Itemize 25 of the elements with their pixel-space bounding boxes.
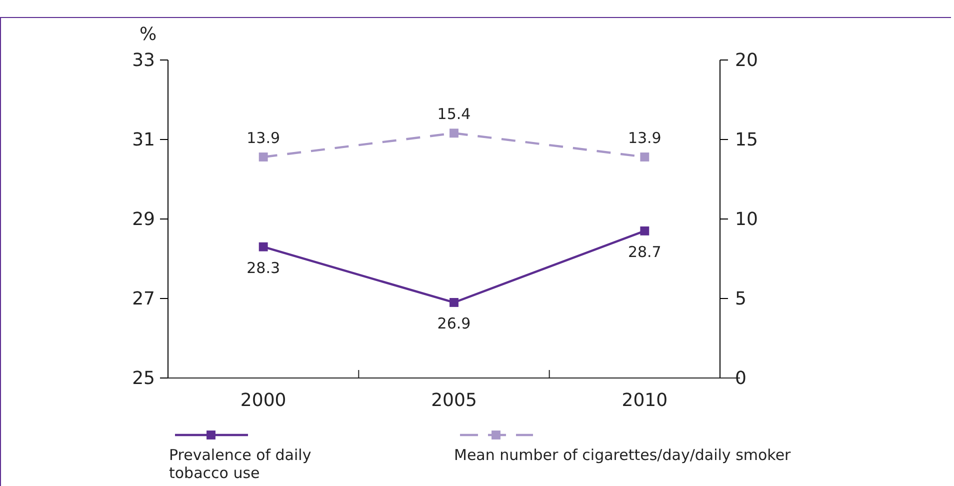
data-label: 13.9 [628, 128, 662, 147]
y2-tick-label: 20 [735, 50, 758, 71]
y-tick-label: 25 [132, 368, 155, 389]
point [640, 226, 650, 236]
y2-tick-label: 0 [735, 368, 746, 389]
data-label: 28.3 [246, 258, 280, 277]
y2-tick-label: 15 [735, 129, 758, 150]
data-label: 13.9 [246, 128, 280, 147]
y-tick-label: 31 [132, 129, 155, 150]
legend-label: Mean number of cigarettes/day/daily smoker [454, 446, 792, 464]
point [258, 242, 268, 252]
y2-tick-label: 5 [735, 288, 746, 310]
y-tick-label: 27 [132, 288, 155, 310]
point [450, 298, 458, 307]
y-axis-title: % [139, 24, 157, 45]
y-tick-label: 29 [132, 208, 155, 230]
x-tick-label: 2010 [622, 390, 668, 411]
data-label: 15.4 [437, 105, 471, 124]
y-tick-label: 33 [132, 50, 155, 71]
data-label: 26.9 [437, 314, 471, 332]
x-tick-label: 2005 [431, 390, 477, 411]
y2-tick-label: 10 [735, 208, 758, 230]
x-tick-label: 2000 [240, 390, 286, 411]
legend-label: Prevalence of daily tobacco use [169, 446, 312, 482]
data-label: 28.7 [628, 242, 662, 261]
